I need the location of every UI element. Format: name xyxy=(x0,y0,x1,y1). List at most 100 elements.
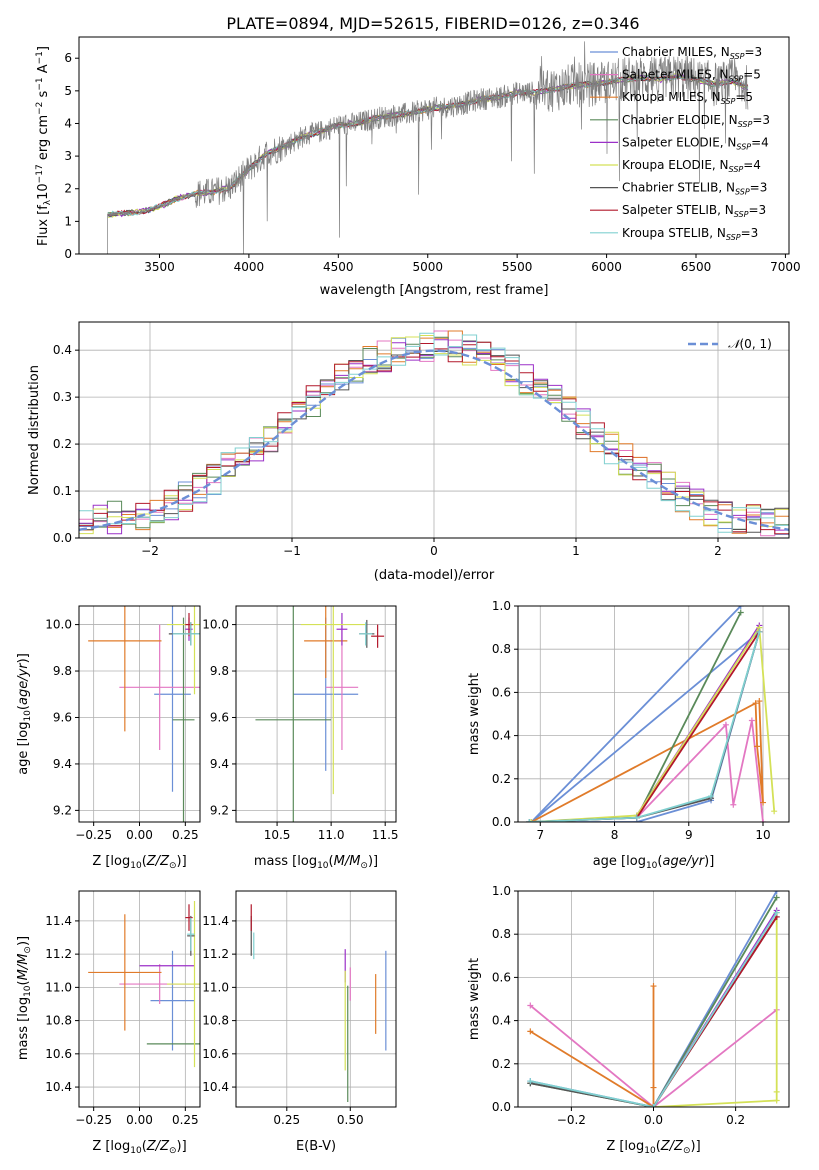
weight-marker xyxy=(737,609,744,616)
weight-marker xyxy=(730,801,737,808)
data-point xyxy=(167,606,200,695)
weight-line xyxy=(530,912,778,1107)
weight-line xyxy=(529,631,761,822)
y-tick-label: 0.2 xyxy=(492,772,511,786)
x-axis-label: E(B-V) xyxy=(296,1139,336,1154)
panel-weight-vs-Z: −0.2 0.0 0.2 0.0 0.2 0.4 0.6 0.8 1.0 mass weight Z… xyxy=(467,884,790,1156)
legend-entry: Salpeter STELIB, NSSP=3 xyxy=(622,203,766,219)
legend-entry: Chabrier STELIB, NSSP=3 xyxy=(622,181,767,197)
y-tick-label: 0.8 xyxy=(492,927,511,941)
y-tick-label: 1 xyxy=(64,214,72,228)
weight-marker xyxy=(760,819,767,822)
y-axis-label: age [log10(age/yr)] xyxy=(16,653,33,775)
y-tick-label: 1.0 xyxy=(492,884,511,898)
x-axis-label: Z [log10(Z/Z⊙)] xyxy=(606,1139,700,1156)
x-tick-label: 11.0 xyxy=(318,828,345,842)
data-point xyxy=(167,900,200,1068)
y-tick-label: 6 xyxy=(64,51,72,65)
y-tick-label: 10.6 xyxy=(45,1047,72,1061)
data-point xyxy=(255,606,332,822)
y-tick-label: 0.3 xyxy=(53,390,72,404)
y-tick-label: 10.4 xyxy=(45,1080,72,1094)
axes-frame xyxy=(235,890,397,1108)
y-tick-label: 0.0 xyxy=(53,531,72,545)
weight-marker xyxy=(760,799,767,806)
weight-line xyxy=(529,986,655,1107)
y-tick-label: 0.6 xyxy=(492,685,511,699)
y-tick-label: 11.0 xyxy=(202,980,229,994)
x-tick-label: 6000 xyxy=(591,260,622,274)
weight-line xyxy=(530,700,764,822)
panel-weight-vs-age: 7 8 9 10 0.0 0.2 0.4 0.6 0.8 1.0 mass weight age [l… xyxy=(467,599,790,871)
plot-area xyxy=(526,606,778,822)
weight-marker xyxy=(528,819,535,822)
weight-marker xyxy=(756,698,763,705)
x-tick-label: 0.00 xyxy=(126,828,153,842)
x-tick-label: 0.25 xyxy=(172,1113,199,1127)
weight-marker xyxy=(527,1028,534,1035)
legend: 𝒩(0, 1) xyxy=(688,337,772,351)
weight-marker xyxy=(650,1084,657,1091)
plot-area xyxy=(255,606,385,822)
model-spectrum-line xyxy=(107,74,748,218)
y-tick-label: 0.2 xyxy=(53,437,72,451)
y-tick-label: 9.4 xyxy=(210,757,229,771)
y-tick-label: 11.2 xyxy=(202,947,229,961)
x-tick-label: 3500 xyxy=(144,260,175,274)
weight-line xyxy=(531,624,776,822)
x-tick-label: −0.2 xyxy=(557,1113,586,1127)
x-tick-label: 0.50 xyxy=(337,1113,364,1127)
weight-marker xyxy=(722,721,729,728)
y-tick-label: 11.0 xyxy=(45,980,72,994)
y-tick-label: 10.6 xyxy=(202,1047,229,1061)
plot-area xyxy=(107,41,749,254)
x-axis-label: (data-model)/error xyxy=(374,568,495,583)
data-point xyxy=(300,606,366,795)
y-tick-label: 9.2 xyxy=(53,803,72,817)
x-axis-label: Z [log10(Z/Z⊙)] xyxy=(92,854,186,871)
observed-spectrum-line xyxy=(107,41,749,254)
x-tick-label: 10.5 xyxy=(264,828,291,842)
weight-marker xyxy=(771,808,778,815)
y-tick-label: 9.2 xyxy=(210,803,229,817)
panel-spectrum: 3500 4000 4500 5000 5500 6000 6500 7000 0 1 2 3 4 5 6 w… xyxy=(35,36,801,298)
plot-area xyxy=(79,330,789,537)
legend-entry: Kroupa ELODIE, NSSP=4 xyxy=(622,158,761,174)
x-tick-label: 5500 xyxy=(502,260,533,274)
x-axis-label: Z [log10(Z/Z⊙)] xyxy=(92,1139,186,1156)
x-tick-label: 10 xyxy=(755,828,770,842)
y-tick-label: 5 xyxy=(64,84,72,98)
legend-entry: Chabrier MILES, NSSP=3 xyxy=(622,45,762,61)
weight-marker xyxy=(748,717,755,724)
x-tick-label: 0 xyxy=(430,544,438,558)
y-tick-label: 9.6 xyxy=(53,710,72,724)
y-tick-label: 0.1 xyxy=(53,484,72,498)
y-tick-label: 9.8 xyxy=(210,664,229,678)
y-tick-label: 0.4 xyxy=(53,343,72,357)
y-tick-label: 10.0 xyxy=(202,618,229,632)
weight-line xyxy=(636,631,761,819)
data-point xyxy=(88,606,162,732)
weight-marker xyxy=(708,793,715,800)
y-axis-label: mass [log10(M/M⊙)] xyxy=(16,936,33,1060)
data-point xyxy=(359,622,373,646)
legend-entry: Chabrier ELODIE, NSSP=3 xyxy=(622,113,770,129)
plot-area xyxy=(527,891,780,1107)
data-point xyxy=(119,624,200,750)
x-tick-label: 0.2 xyxy=(726,1113,745,1127)
gaussian-curve xyxy=(79,349,789,531)
y-tick-label: 4 xyxy=(64,116,72,130)
legend: Chabrier MILES, NSSP=3 Salpeter MILES, NS… xyxy=(590,45,770,242)
data-point xyxy=(154,606,191,792)
legend-entry: Salpeter ELODIE, NSSP=4 xyxy=(622,135,769,151)
data-point xyxy=(172,617,195,822)
legend-entry: 𝒩(0, 1) xyxy=(728,337,772,351)
x-tick-label: 6500 xyxy=(681,260,712,274)
panel-mass-vs-Z: −0.25 0.00 0.25 10.4 10.6 10.8 11.0 11.2 11.4 Z [… xyxy=(16,890,201,1156)
weight-line xyxy=(529,1004,778,1107)
x-tick-label: 0.00 xyxy=(126,1113,153,1127)
plot-area xyxy=(88,606,200,822)
weight-marker xyxy=(773,1088,780,1095)
x-tick-label: 4000 xyxy=(234,260,265,274)
y-tick-label: 11.2 xyxy=(45,947,72,961)
